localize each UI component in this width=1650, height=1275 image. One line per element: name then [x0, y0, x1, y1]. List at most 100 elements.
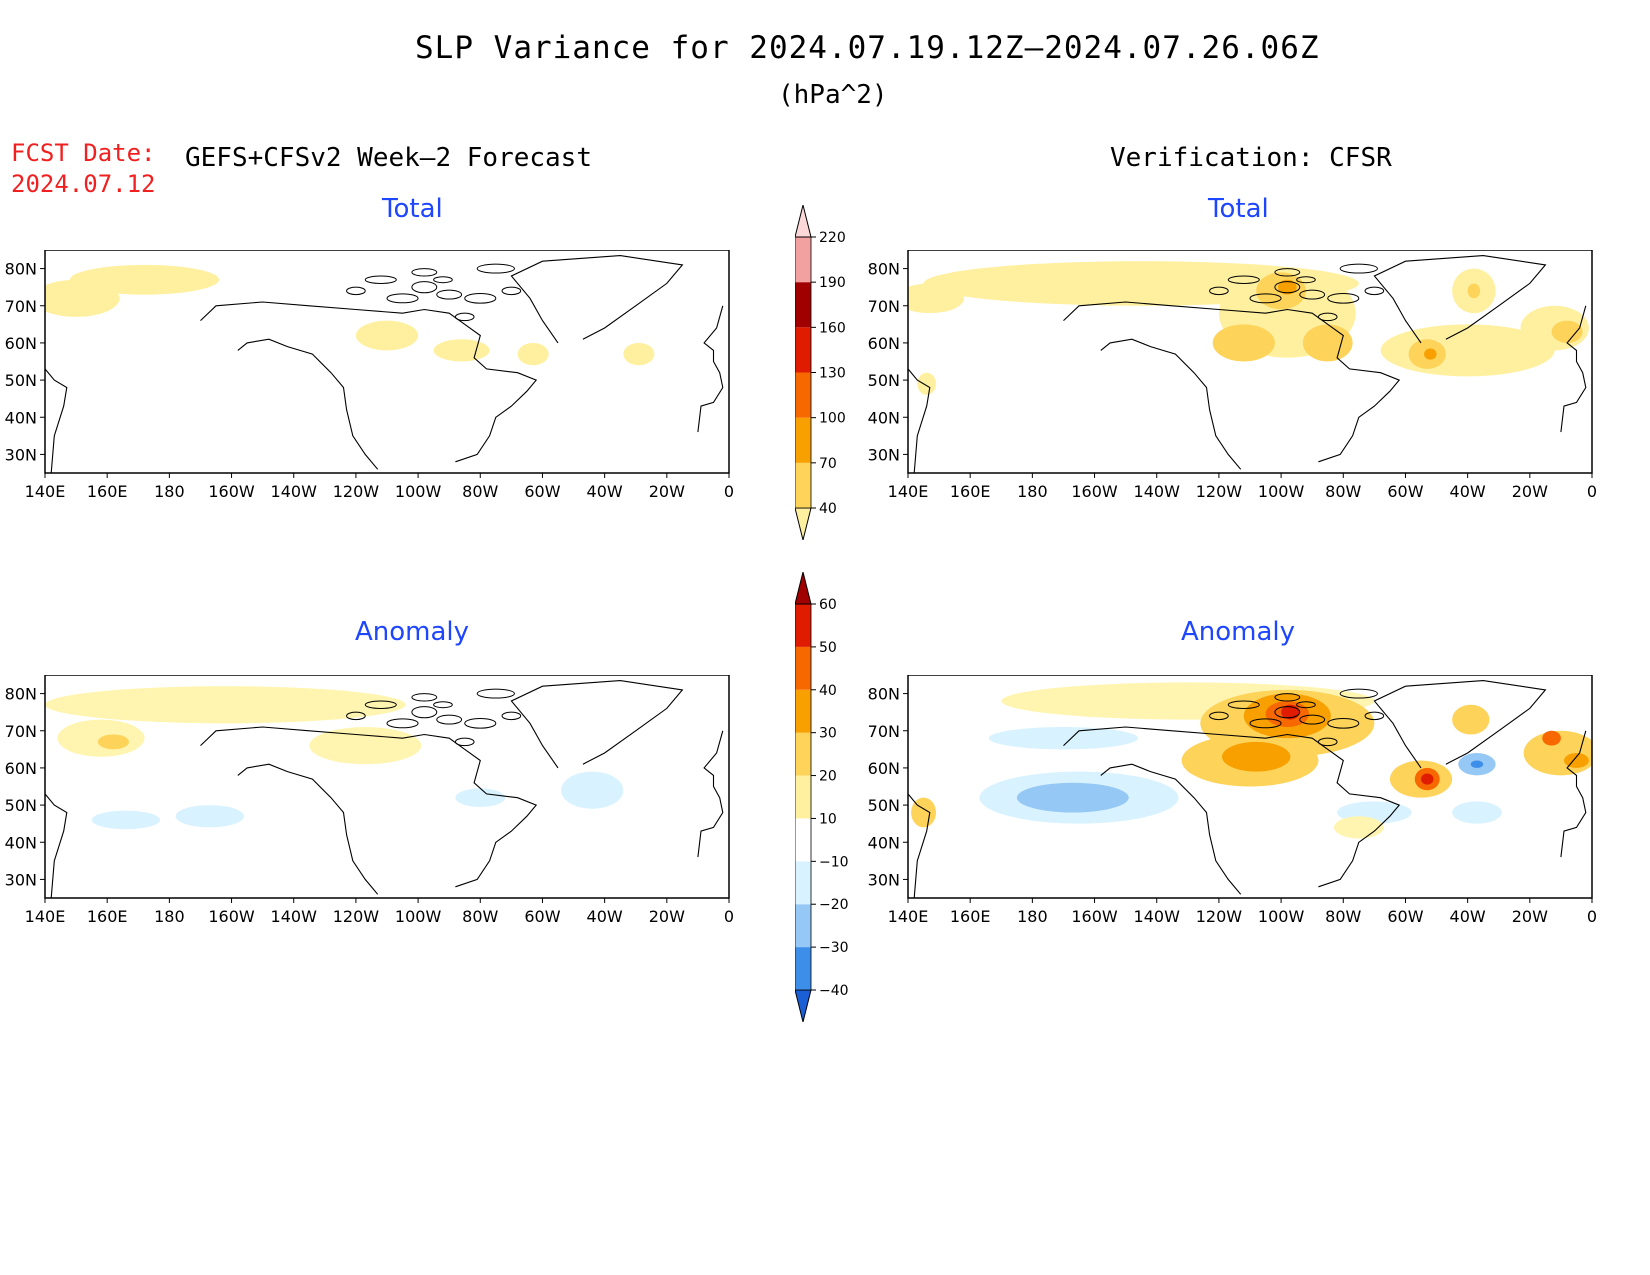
x-tick-label: 160W — [208, 482, 255, 501]
island-outline — [386, 293, 419, 304]
island-outline — [1364, 286, 1385, 296]
x-tick-label: 20W — [1512, 907, 1548, 926]
contour-blob — [1523, 730, 1592, 776]
island-outline — [476, 688, 515, 699]
units-label: (hPa^2) — [778, 80, 888, 110]
coastline — [45, 368, 68, 473]
colorbar-segment — [795, 417, 811, 463]
forecast-header: GEFS+CFSv2 Week–2 Forecast — [185, 143, 592, 173]
y-tick-label: 70N — [5, 722, 37, 741]
contour-blob — [908, 283, 964, 314]
x-tick-label: 60W — [524, 482, 560, 501]
colorbar-label: −10 — [819, 854, 849, 870]
island-outline — [364, 700, 397, 709]
y-tick-label: 30N — [868, 870, 900, 889]
coastline — [697, 730, 724, 858]
island-outline — [436, 714, 463, 725]
colorbar-segment — [795, 689, 811, 733]
panel-title-verif-total: Total — [1208, 194, 1269, 224]
colorbar-segment — [795, 989, 812, 1022]
contour-blob — [1016, 782, 1129, 813]
coastline — [510, 255, 684, 344]
island-outline — [1296, 701, 1316, 709]
total-colorbar: 40 70 100 130 160 190 220 — [795, 205, 846, 540]
colorbar-label: 130 — [819, 366, 846, 382]
anomaly-colorbar: −40 −30 −20 −10 10 20 30 40 50 60 — [795, 572, 849, 1022]
island-outline — [433, 276, 453, 284]
contour-blob — [1277, 279, 1297, 295]
coastline — [1560, 730, 1587, 858]
x-tick-label: 140E — [25, 482, 66, 501]
x-tick-label: 100W — [395, 907, 442, 926]
island-outline — [364, 275, 397, 284]
colorbar-label: 100 — [819, 411, 846, 427]
colorbar-segment — [795, 604, 811, 647]
island-outline — [1364, 711, 1385, 721]
y-tick-label: 40N — [5, 408, 37, 427]
island-outline — [454, 737, 475, 747]
island-outline — [476, 263, 515, 274]
x-tick-label: 140E — [25, 907, 66, 926]
island-outline — [411, 693, 438, 702]
island-outline — [436, 289, 463, 300]
x-tick-label: 80W — [1325, 907, 1361, 926]
x-tick-label: 80W — [462, 482, 498, 501]
colorbar-label: 60 — [819, 597, 837, 613]
x-tick-label: 80W — [1325, 482, 1361, 501]
island-outline — [1299, 714, 1326, 725]
contour-blob — [309, 727, 422, 765]
island-outline — [1209, 286, 1229, 296]
contour-blob — [1212, 324, 1275, 362]
contour-blob — [45, 686, 406, 724]
island-outline — [464, 292, 497, 304]
panel-title-fcst-total: Total — [382, 194, 443, 224]
verification-total-map: 80N 70N 60N 50N 40N 30N 140E 160E 180 160W 140W 120… — [868, 250, 1597, 501]
x-tick-label: 40W — [1450, 907, 1486, 926]
island-outline — [433, 701, 453, 709]
x-tick-label: 40W — [587, 482, 623, 501]
island-outline — [464, 717, 497, 729]
colorbar-segment — [795, 507, 812, 540]
colorbar-label: 30 — [819, 726, 837, 742]
x-tick-label: 140W — [1134, 907, 1181, 926]
x-tick-label: 80W — [462, 907, 498, 926]
x-tick-label: 180 — [154, 482, 185, 501]
x-tick-label: 100W — [395, 482, 442, 501]
island-outline — [1209, 711, 1229, 721]
contour-blob — [175, 805, 244, 828]
contour-blob — [1302, 324, 1353, 362]
colorbar-segment — [795, 372, 811, 418]
y-tick-label: 60N — [868, 759, 900, 778]
y-tick-label: 50N — [868, 796, 900, 815]
x-tick-label: 60W — [1387, 482, 1423, 501]
colorbar-label: −30 — [819, 940, 849, 956]
x-tick-label: 100W — [1258, 907, 1305, 926]
x-tick-label: 140E — [888, 907, 929, 926]
contour-blob — [455, 788, 506, 807]
coastline — [1063, 301, 1401, 463]
forecast-total-map: 80N 70N 60N 50N 40N 30N 140E 160E 180 160W 140W 120… — [5, 250, 734, 501]
y-tick-label: 80N — [868, 260, 900, 279]
x-tick-label: 160E — [950, 907, 991, 926]
contour-blob — [1551, 320, 1583, 343]
x-tick-label: 120W — [1196, 907, 1243, 926]
island-outline — [1227, 275, 1260, 284]
x-tick-label: 140W — [271, 482, 318, 501]
x-tick-label: 0 — [724, 482, 734, 501]
x-tick-label: 160E — [87, 482, 128, 501]
y-tick-label: 70N — [868, 722, 900, 741]
y-tick-label: 50N — [5, 796, 37, 815]
y-tick-label: 50N — [868, 371, 900, 390]
colorbar-segment — [795, 904, 811, 948]
colorbar-segment — [795, 205, 812, 238]
contour-blob — [988, 727, 1139, 750]
island-outline — [411, 268, 438, 277]
island-outline — [1339, 263, 1378, 274]
x-tick-label: 120W — [1196, 482, 1243, 501]
x-tick-label: 60W — [1387, 907, 1423, 926]
contour-blob — [917, 372, 936, 395]
coastline — [1100, 338, 1242, 470]
island-outline — [386, 718, 419, 729]
y-tick-label: 70N — [5, 297, 37, 316]
island-outline — [346, 711, 366, 721]
